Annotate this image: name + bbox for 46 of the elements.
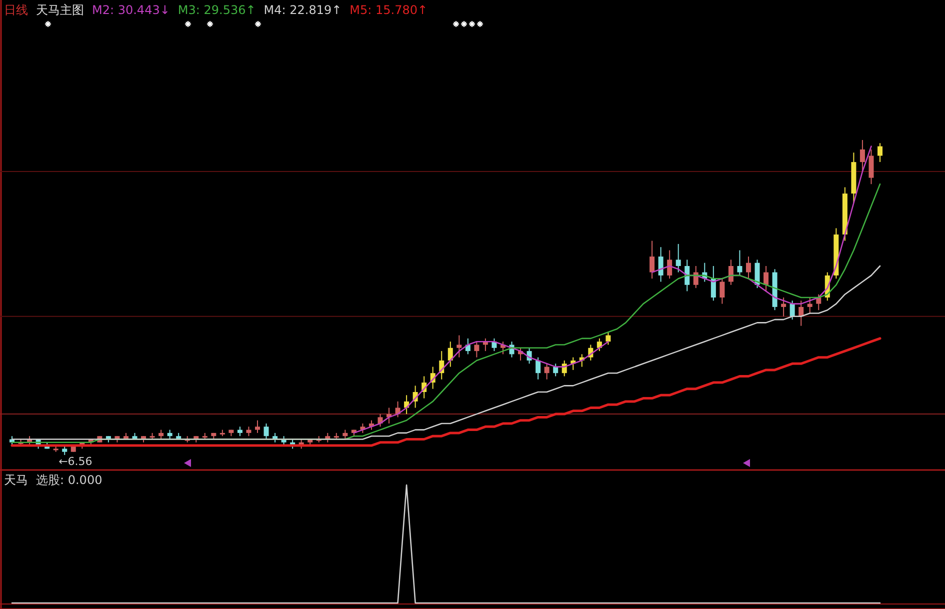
candlestick (264, 423, 269, 440)
candlestick (254, 420, 260, 434)
candlestick (650, 240, 655, 280)
text: 选股: 0.000 (36, 473, 102, 487)
candlestick (62, 445, 68, 456)
candlestick (456, 334, 462, 358)
candlestick (728, 259, 734, 286)
candlestick (378, 414, 383, 428)
text: M3: 29.536↑ (178, 3, 256, 17)
annotation: ←6.56 (58, 455, 92, 468)
candlestick (596, 338, 602, 352)
candlestick (342, 429, 348, 440)
candlestick (658, 246, 664, 282)
candlestick (167, 429, 172, 440)
candlestick (720, 278, 725, 304)
candlestick (553, 363, 558, 377)
chart-title: 日线 (4, 3, 28, 17)
candlestick (781, 297, 786, 317)
candlestick (667, 250, 672, 280)
candlestick (684, 259, 690, 292)
candlestick (790, 300, 795, 320)
candlestick (606, 332, 611, 346)
candlestick (878, 142, 882, 163)
chart-title: 天马 (4, 473, 28, 487)
candlestick (754, 259, 760, 289)
candlestick (868, 148, 874, 185)
candlestick (158, 429, 164, 440)
text: M2: 30.443↓ (92, 3, 170, 17)
candlestick (764, 266, 769, 292)
candlestick (448, 341, 453, 368)
text: M4: 22.819↑ (264, 3, 342, 17)
candlestick (544, 363, 550, 380)
candlestick (807, 297, 812, 314)
candlestick (237, 426, 242, 437)
candlestick (710, 266, 716, 302)
text: M5: 15.780↑ (350, 3, 428, 17)
candlestick (246, 426, 252, 437)
candlestick (798, 300, 804, 326)
candlestick (746, 256, 751, 280)
candlestick (474, 341, 480, 358)
candlestick (860, 140, 865, 172)
candlestick (536, 356, 541, 380)
candlestick (816, 294, 822, 311)
candlestick (737, 250, 742, 276)
chart-subtitle: 天马主图 (36, 3, 84, 17)
candlestick (676, 243, 681, 273)
